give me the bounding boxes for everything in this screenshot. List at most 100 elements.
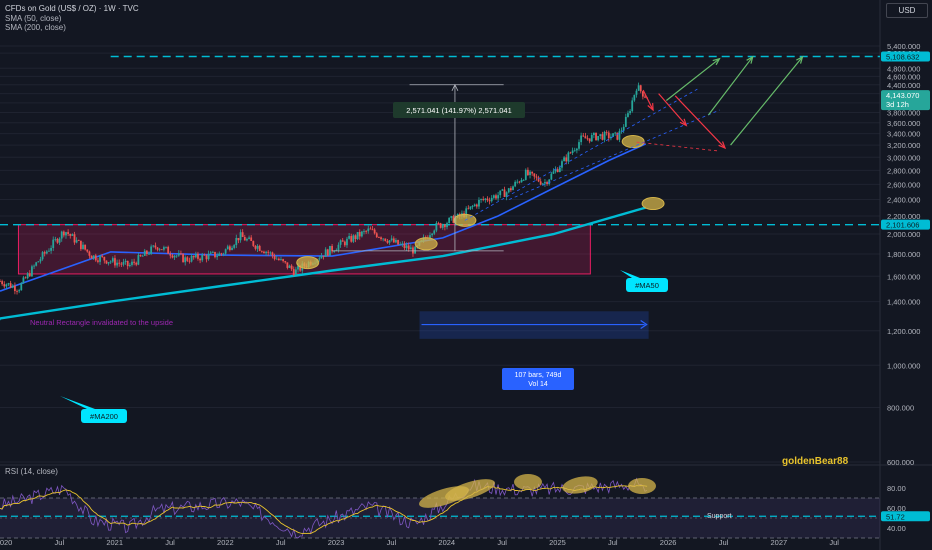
rsi-legend[interactable]: RSI (14, close) bbox=[5, 467, 58, 476]
candle-body bbox=[390, 238, 393, 241]
candle-body bbox=[360, 231, 363, 237]
candle-body bbox=[252, 240, 255, 246]
candle-body bbox=[128, 264, 131, 267]
candle-body bbox=[384, 238, 387, 242]
candle-body bbox=[105, 260, 108, 264]
candle-body bbox=[533, 173, 536, 177]
price-tick-label: 1,000.000 bbox=[887, 361, 920, 370]
candle-body bbox=[280, 259, 282, 261]
candle-body bbox=[86, 249, 89, 252]
price-tick-label: 3,400.000 bbox=[887, 130, 920, 139]
candle-body bbox=[31, 266, 33, 277]
candle-body bbox=[439, 223, 442, 228]
time-tick-label: Jul bbox=[497, 538, 507, 547]
candle-body bbox=[354, 235, 357, 240]
candle-body bbox=[94, 255, 97, 261]
candle-body bbox=[514, 181, 517, 187]
price-axis[interactable]: 5,400.0005,200.0004,800.0004,600.0004,40… bbox=[887, 42, 920, 533]
support-ellipses[interactable] bbox=[296, 135, 665, 270]
currency-button[interactable]: USD bbox=[886, 3, 928, 18]
ma200-path bbox=[0, 206, 647, 321]
time-tick-label: 2021 bbox=[106, 538, 123, 547]
support-ellipse bbox=[621, 135, 645, 149]
author-watermark: goldenBear88 bbox=[782, 456, 849, 467]
candle-body bbox=[348, 236, 351, 239]
symbol-title[interactable]: CFDs on Gold (US$ / OZ) · 1W · TVC bbox=[5, 4, 139, 13]
rsi-ellipse bbox=[562, 476, 598, 494]
candle-body bbox=[561, 161, 563, 168]
candle-body bbox=[395, 239, 397, 243]
candle-body bbox=[548, 179, 551, 185]
current-price-badge-box bbox=[881, 90, 930, 111]
candle-body bbox=[201, 254, 204, 261]
candle-body bbox=[39, 259, 42, 262]
candle-body bbox=[14, 285, 16, 291]
candle-body bbox=[388, 240, 391, 243]
callouts[interactable]: #MA50 #MA200 bbox=[60, 270, 668, 423]
candle-body bbox=[637, 85, 640, 91]
candle-body bbox=[265, 251, 267, 254]
candle-body bbox=[186, 257, 189, 261]
dashed-levels[interactable] bbox=[0, 55, 880, 226]
candle-body bbox=[407, 245, 410, 250]
time-tick-label: 2026 bbox=[660, 538, 677, 547]
candle-body bbox=[501, 189, 504, 191]
candle-body bbox=[320, 255, 323, 259]
candle-body bbox=[231, 247, 233, 250]
projection-arrows[interactable] bbox=[464, 55, 804, 221]
candle-body bbox=[284, 261, 287, 263]
candle-body bbox=[22, 277, 25, 284]
candle-body bbox=[250, 237, 253, 241]
support-ellipse bbox=[296, 256, 320, 270]
candle-body bbox=[222, 253, 225, 255]
measure-label-box bbox=[393, 102, 525, 118]
candle-body bbox=[90, 255, 93, 259]
candle-body bbox=[197, 253, 199, 259]
candle-body bbox=[322, 255, 325, 257]
price-tick-label: 2,000.000 bbox=[887, 230, 920, 239]
projection-channel-line bbox=[509, 109, 720, 200]
candle-body bbox=[563, 157, 566, 162]
rsi-value-badge-box bbox=[881, 511, 930, 522]
rsi-value-badge-text: 51.72 bbox=[886, 512, 905, 521]
time-tick-label: Jul bbox=[829, 538, 839, 547]
candle-body bbox=[286, 262, 289, 268]
candle-body bbox=[188, 260, 191, 262]
candle-body bbox=[492, 195, 495, 198]
candle-body bbox=[145, 250, 148, 254]
candle-body bbox=[473, 204, 476, 207]
sma50-legend[interactable]: SMA (50, close) bbox=[5, 14, 62, 23]
candle-body bbox=[618, 131, 621, 140]
price-tick-label: 1,400.000 bbox=[887, 298, 920, 307]
candle-body bbox=[505, 192, 508, 197]
candle-body bbox=[220, 253, 223, 255]
candle-body bbox=[84, 244, 87, 250]
measure-tool[interactable]: 2,571.041 (141.97%) 2,571.041 107 bars, 7… bbox=[332, 83, 649, 390]
sma200-legend[interactable]: SMA (200, close) bbox=[5, 23, 66, 32]
candle-body bbox=[405, 245, 408, 249]
candle-body bbox=[537, 177, 540, 182]
candle-body bbox=[616, 132, 619, 140]
price-tick-label: 600.000 bbox=[887, 458, 914, 467]
candle-body bbox=[239, 232, 242, 241]
candle-body bbox=[141, 255, 144, 257]
candle-body bbox=[471, 206, 474, 207]
candle-body bbox=[177, 253, 180, 256]
candle-body bbox=[605, 131, 608, 133]
time-axis[interactable]: 2020 Jul 2021 Jul 2022 Jul 2023 Jul 2024 Jul 2025 J… bbox=[0, 538, 839, 547]
candle-body bbox=[203, 254, 206, 256]
ma200-callout-box bbox=[81, 409, 127, 423]
candle-body bbox=[114, 258, 116, 266]
candle-body bbox=[531, 171, 534, 174]
down-arrow-head bbox=[647, 103, 654, 112]
time-tick-label: Jul bbox=[719, 538, 729, 547]
candle-body bbox=[369, 228, 372, 230]
candle-body bbox=[409, 247, 412, 250]
candle-body bbox=[429, 235, 431, 239]
target-level-badge-box bbox=[881, 51, 930, 62]
candle-body bbox=[544, 182, 546, 184]
candle-body bbox=[565, 157, 568, 162]
candle-body bbox=[214, 251, 216, 258]
